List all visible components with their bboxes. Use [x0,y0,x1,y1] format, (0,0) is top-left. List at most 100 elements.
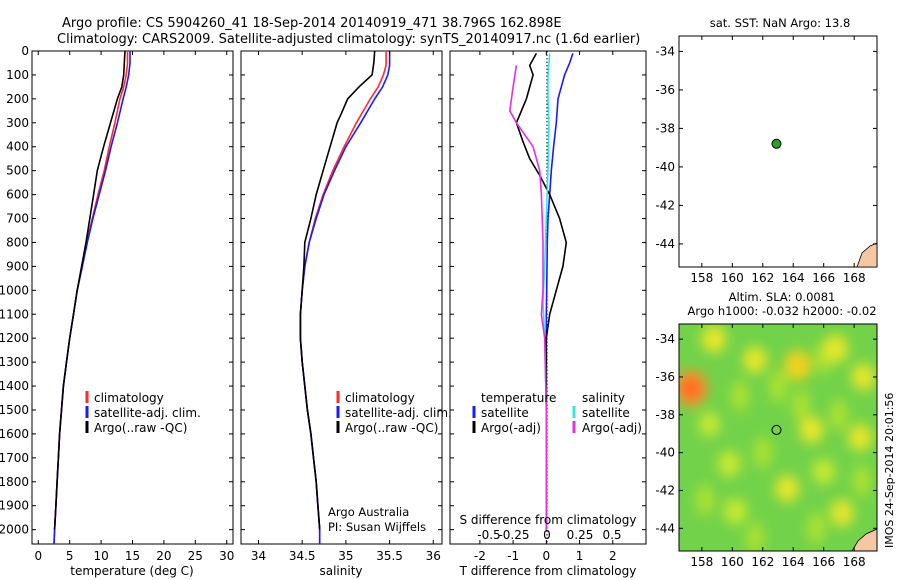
depth-axis: 0 100 200 300 400 500 600 700 800 900 1000 1100 1200… [0,44,233,537]
difference-legend: temperature satellite Argo(-adj) salinit… [472,391,642,435]
top-tick-label: -0.25 [498,528,529,542]
depth-tick-label: 1200 [0,331,29,345]
depth-tick-label: 100 [6,68,29,82]
x-tick-label: 2 [609,549,617,563]
x-tick-label: 35.5 [376,549,403,563]
series-line-2 [299,50,376,530]
legend-sal-satellite: satellite [582,406,630,420]
x-tick-label: 10 [93,549,108,563]
series-line-1 [53,51,131,545]
depth-tick-label: 1900 [0,499,29,513]
map-y-tick-label: -34 [655,44,675,58]
temperature-legend: climatology satellite-adj. clim. Argo(..… [85,391,201,435]
map-y-tick-label: -42 [655,198,675,212]
depth-tick-label: 1100 [0,307,29,321]
map-x-tick-label: 160 [721,271,744,285]
sla-streak [829,398,848,431]
timestamp-stamp: IMOS 24-Sep-2014 20:01:56 [883,393,896,548]
map-y-tick-label: -36 [655,83,675,97]
top-tick-label: 0 [543,528,551,542]
argo-position-marker [771,424,782,435]
temperature-x-ticks: 0 5 10 15 20 25 30 [34,51,234,563]
header-line2: Climatology: CARS2009. Satellite-adjuste… [57,32,640,47]
depth-tick-label: 600 [6,188,29,202]
sla-streak [695,483,714,516]
x-tick-label: 20 [156,549,171,563]
x-tick-label: 25 [188,549,203,563]
series-line-1 [299,51,391,544]
difference-xlabel: T difference from climatology [459,564,637,578]
sla-streak [791,389,810,422]
sla-anomaly [829,499,854,527]
sla-streak [753,436,772,469]
salinity-panel: 34 34.5 35 35.5 36 salinity climatology sate… [240,50,452,578]
depth-tick-label: 1600 [0,427,29,441]
legend-temp-argo: Argo(-adj) [481,421,541,435]
legend-argo: Argo(..raw -QC) [345,421,438,435]
sla-anomaly [784,350,812,381]
series-line-2 [53,50,126,530]
x-tick-label: 5 [66,549,74,563]
sla-streak [730,379,749,412]
sla-field [679,324,877,551]
salinity-y-ticks [241,50,442,531]
x-tick-label: 1 [576,549,584,563]
argo-position-marker [771,138,782,149]
x-tick-label: 36 [426,549,441,563]
depth-tick-label: 300 [6,116,29,130]
sla-streak [852,465,871,498]
legend-salinity-title: salinity [582,391,625,405]
series-line-0 [545,53,574,530]
legend-sal-argo: Argo(-adj) [582,421,642,435]
series-line-1 [515,53,568,530]
map-y-tick-label: -36 [655,370,675,384]
map-x-tick-label: 166 [812,555,835,569]
depth-tick-label: 1300 [0,355,29,369]
depth-tick-label: 900 [6,259,29,273]
x-tick-label: -2 [474,549,486,563]
map-y-tick-label: -44 [655,521,675,535]
x-tick-label: 0 [34,549,42,563]
sla-land [851,528,877,551]
map-x-tick-label: 168 [843,271,866,285]
sla-streak [807,512,826,545]
difference-frame [449,50,647,545]
temperature-panel: 0100200300400500600700800900100011001200… [0,44,234,578]
map-x-tick-label: 168 [843,555,866,569]
depth-tick-label: 200 [6,92,29,106]
depth-tick-label: 700 [6,212,29,226]
sla-marker-layer [771,424,782,435]
legend-temperature-title: temperature [481,391,556,405]
legend-temp-satellite: satellite [481,406,529,420]
map-x-tick-label: 162 [751,555,774,569]
legend-satellite: satellite-adj. clim. [94,406,201,420]
sla-anomaly [723,498,747,525]
depth-tick-label: 1800 [0,475,29,489]
legend-climatology: climatology [94,391,164,405]
sla-title-line2: Argo h1000: -0.032 h2000: -0.02 [687,304,876,318]
sst-marker-layer [771,138,782,149]
x-tick-label: 30 [219,549,234,563]
sla-ticks: 158 160 162 164 166 168 -34 -36 -38 -40 -42 -44 [655,324,877,569]
salinity-lines [299,50,391,544]
salinity-x-ticks: 34 34.5 35 35.5 36 [251,51,441,563]
sla-anomaly-core [684,381,699,396]
difference-x-ticks: -2 -1 0 1 2 [474,51,617,563]
sla-anomaly [851,363,876,391]
x-tick-label: 15 [125,549,140,563]
sla-anomaly [823,334,849,363]
depth-tick-label: 0 [21,44,29,58]
top-tick-label: -0.5 [477,528,500,542]
sla-anomaly [717,450,741,478]
temperature-lines [53,50,131,545]
sla-anomaly [812,458,835,485]
difference-lines [508,53,574,530]
salinity-xlabel: salinity [319,564,362,578]
map-y-tick-label: -40 [655,446,675,460]
x-tick-label: 34.5 [289,549,316,563]
depth-tick-label: 500 [6,164,29,178]
temperature-xlabel: temperature (deg C) [70,564,193,578]
map-y-tick-label: -42 [655,483,675,497]
map-x-tick-label: 162 [751,271,774,285]
